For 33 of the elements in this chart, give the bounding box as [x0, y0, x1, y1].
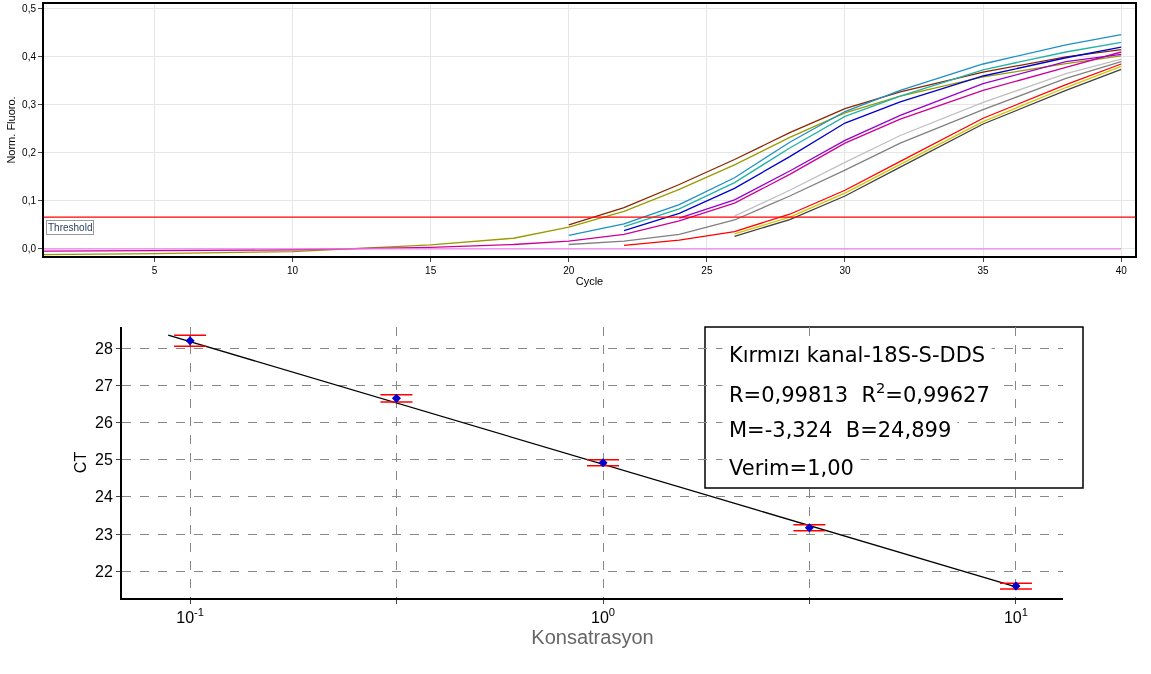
- y-tick-label: 28: [95, 339, 113, 357]
- x-tick-label: 15: [425, 265, 437, 276]
- y-tick-label: 23: [95, 525, 113, 543]
- y-tick-label: 0,0: [22, 243, 37, 255]
- y-tick-label: 25: [95, 451, 113, 469]
- y-tick-label: 26: [95, 414, 113, 432]
- x-tick-label: 10$^{0}$: [591, 606, 616, 627]
- ref-line-label: Threshold: [48, 222, 93, 233]
- y-tick-label: 0,4: [22, 51, 37, 63]
- x-tick-label: 5: [151, 265, 158, 276]
- annotation: Kırmızı kanal-18S-S-DDS: [729, 343, 986, 367]
- y-axis-title: CT: [72, 451, 90, 474]
- y-tick-label: 27: [95, 376, 113, 394]
- x-tick-label: 35: [977, 265, 990, 276]
- y-axis-title: Norm. Fluoro.: [5, 96, 18, 164]
- annotation: Verim=1,00: [729, 456, 854, 480]
- y-tick-label: 0,5: [22, 3, 37, 15]
- y-tick-label: 22: [95, 562, 113, 580]
- y-tick-label: 0,3: [22, 99, 37, 111]
- x-tick-label: 10$^{1}$: [1003, 606, 1028, 627]
- x-tick-label: 10$^{-1}$: [176, 606, 204, 627]
- x-tick-label: 40: [1115, 265, 1128, 276]
- y-tick-label: 0,2: [22, 147, 37, 159]
- annotation: R=0,99813 R$^{2}$=0,99627: [729, 379, 990, 407]
- y-tick-label: 24: [95, 488, 113, 506]
- annotation: M=-3,324 B=24,899: [729, 418, 952, 442]
- x-tick-label: 25: [701, 265, 713, 276]
- x-axis-title: Cycle: [575, 274, 604, 287]
- x-tick-label: 10: [287, 265, 299, 276]
- y-tick-label: 0,1: [22, 195, 37, 207]
- x-axis-title: Konsatrasyon: [531, 626, 654, 649]
- x-tick-label: 30: [839, 265, 851, 276]
- x-tick-label: 20: [563, 265, 575, 276]
